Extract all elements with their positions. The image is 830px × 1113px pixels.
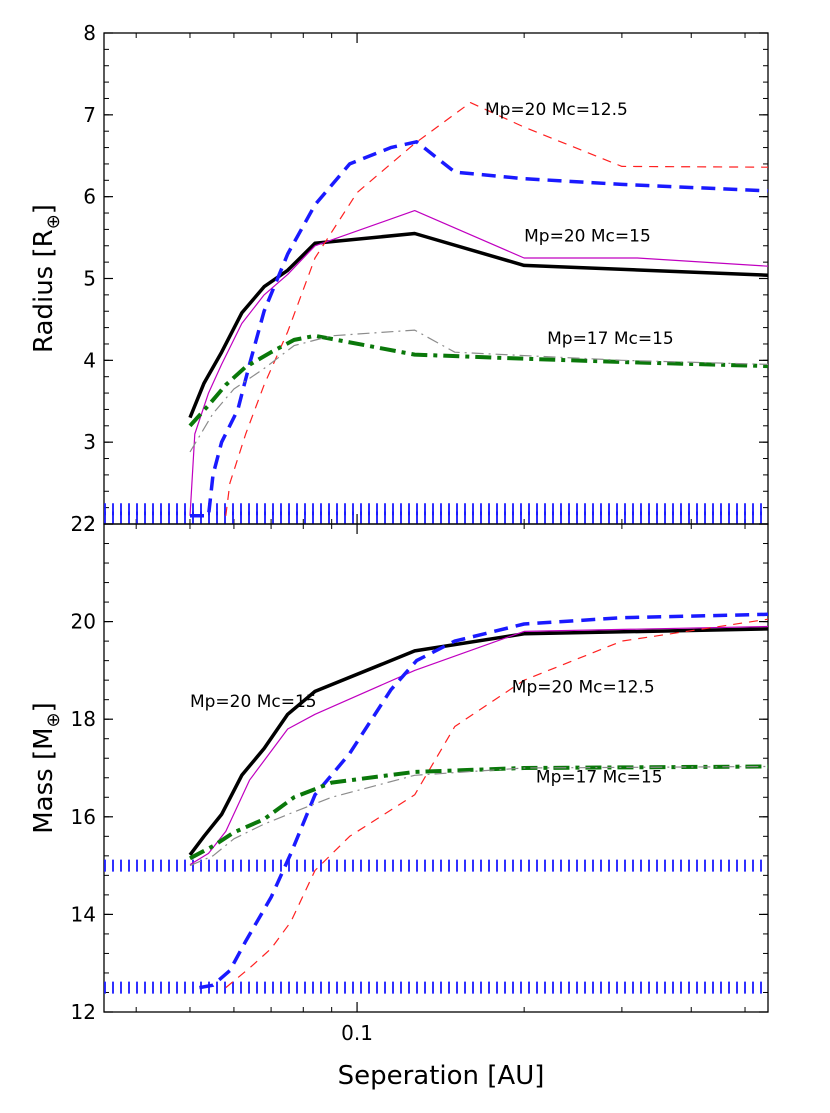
series-blue-dashed-thick: [190, 140, 769, 518]
y-tick-label: 16: [71, 805, 96, 829]
y-tick-label: 2: [83, 512, 96, 536]
series-blue-dashed-thick: [199, 612, 769, 990]
y-axis-label: Mass [M⊕]: [29, 702, 64, 834]
annotation-label: Mp=20 Mc=15: [190, 692, 317, 712]
radius-panel: 2 3 4 5 6 7 8 Radius [R⊕] Mp=20 Mc=12.5 Mp=20 Mc=…: [29, 21, 769, 536]
series-magenta-thin: [189, 625, 769, 866]
y-tick-label: 18: [71, 707, 96, 731]
series-gray-dashdot-thin: [189, 765, 769, 867]
annotation-label: Mp=20 Mc=15: [524, 227, 651, 247]
series-green-dashdot-thick: [188, 333, 769, 428]
series-red-dashed-thin: [225, 102, 769, 516]
series-gray-dashdot-thin: [189, 329, 769, 453]
series-black-solid: [188, 627, 769, 856]
y-axis-label: Radius [R⊕]: [29, 204, 64, 353]
series-magenta-thin: [189, 210, 769, 516]
x-axis-label: Seperation [AU]: [338, 1061, 545, 1091]
y-tick-label: 4: [83, 348, 96, 372]
annotation-label: Mp=17 Mc=15: [536, 768, 663, 788]
y-tick-label: 5: [83, 267, 96, 291]
annotation-label: Mp=20 Mc=12.5: [485, 100, 628, 120]
annotation-label: Mp=17 Mc=15: [547, 329, 674, 349]
series-red-dashed-thin: [225, 618, 769, 989]
mass-panel: 12 14 16 18 20 22 0.1 Mass [M⊕] Mp=20 Mc=15 Mp=20…: [29, 512, 769, 1045]
plot-frame: [103, 32, 769, 525]
series-green-dashdot-thick: [189, 764, 769, 861]
x-tick-label: 0.1: [341, 1021, 373, 1045]
y-tick-label: 8: [83, 21, 96, 45]
annotation-label: Mp=20 Mc=12.5: [512, 677, 655, 697]
y-tick-label: 22: [71, 512, 96, 536]
y-tick-label: 7: [83, 103, 96, 127]
y-tick-label: 6: [83, 185, 96, 209]
y-tick-label: 3: [83, 430, 96, 454]
y-tick-label: 12: [71, 1000, 96, 1024]
plot-frame: [103, 523, 769, 1013]
y-tick-label: 20: [71, 610, 96, 634]
y-tick-label: 14: [71, 902, 96, 926]
